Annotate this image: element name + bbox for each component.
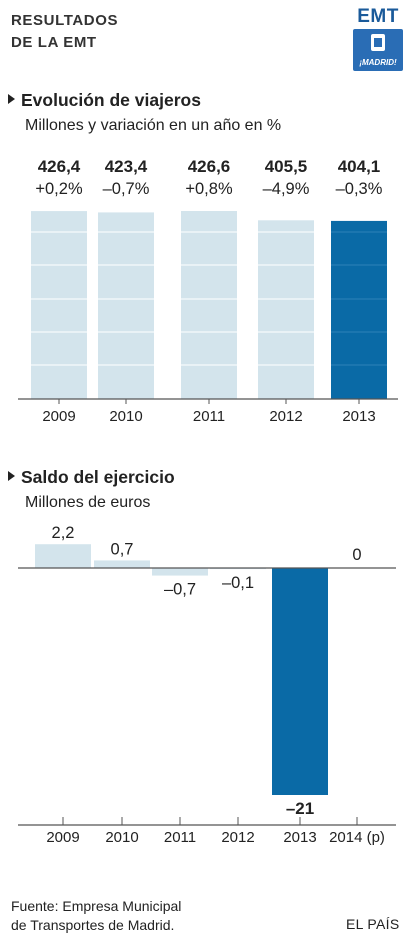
triangle-bullet-icon [8,94,15,104]
bar [258,220,314,399]
logo-badge: ¡MADRID! [353,29,403,71]
value-label: 404,1 [338,157,381,176]
bar [35,544,91,568]
logo-text: EMT [357,6,399,27]
value-label: 405,5 [265,157,308,176]
bar [94,560,150,568]
chart2-title: Saldo del ejercicio [8,467,175,488]
x-tick-label: 2012 [269,408,302,425]
value-label: 2,2 [52,524,75,542]
x-tick-label: 2011 [193,408,225,425]
bar [98,212,154,399]
bar [31,211,87,399]
emt-logo: EMT ¡MADRID! [353,7,403,71]
x-tick-label: 2012 [221,829,254,846]
change-label: +0,8% [185,180,233,198]
x-tick-label: 2013 [342,408,375,425]
x-tick-label: 2014 (p) [329,829,385,846]
value-label: –0,1 [222,574,254,592]
value-label: 0,7 [111,540,134,558]
change-label: –4,9% [263,180,310,198]
page-title: RESULTADOS DE LA EMT [11,10,211,54]
bar [331,220,387,399]
brand-credit: EL PAÍS [346,916,400,932]
page-title-line2: DE LA EMT [11,34,97,51]
bar [152,568,208,576]
chart2-title-text: Saldo del ejercicio [21,467,175,487]
page-title-line1: RESULTADOS [11,12,119,29]
madrid-crest-icon: ¡MADRID! [359,34,397,67]
value-label: 0 [352,546,361,564]
change-label: –0,3% [336,180,383,198]
chart1-title: Evolución de viajeros [8,90,201,111]
chart1-title-text: Evolución de viajeros [21,90,201,110]
x-tick-label: 2011 [164,829,196,846]
triangle-bullet-icon [8,471,15,481]
value-label: 423,4 [105,157,148,176]
x-tick-label: 2010 [105,829,138,846]
x-tick-label: 2009 [46,829,79,846]
x-tick-label: 2013 [283,829,316,846]
balance-chart: 2,2 2009 0,7 2010 –0,7 2011 –0,1 2012 –21 2013 0 20… [18,524,396,846]
value-label: –21 [286,799,314,818]
ridership-chart: 426,4 +0,2% 2009 423,4 –0,7% 2010 426,6 +0,8% 20… [18,157,398,425]
x-tick-label: 2009 [42,408,75,425]
change-label: +0,2% [35,180,83,198]
value-label: –0,7 [164,581,196,599]
source-line2: de Transportes de Madrid. [11,917,175,933]
logo-subtext: ¡MADRID! [359,58,397,67]
source-note: Fuente: Empresa Municipal de Transportes… [11,897,181,935]
value-label: 426,4 [38,157,81,176]
source-line1: Fuente: Empresa Municipal [11,898,182,914]
bar [272,568,328,795]
x-tick-label: 2010 [109,408,142,425]
chart2-subtitle: Millones de euros [25,494,151,511]
chart1-subtitle: Millones y variación en un año en % [25,117,282,134]
value-label: 426,6 [188,157,231,176]
change-label: –0,7% [103,180,150,198]
bar [181,211,237,399]
